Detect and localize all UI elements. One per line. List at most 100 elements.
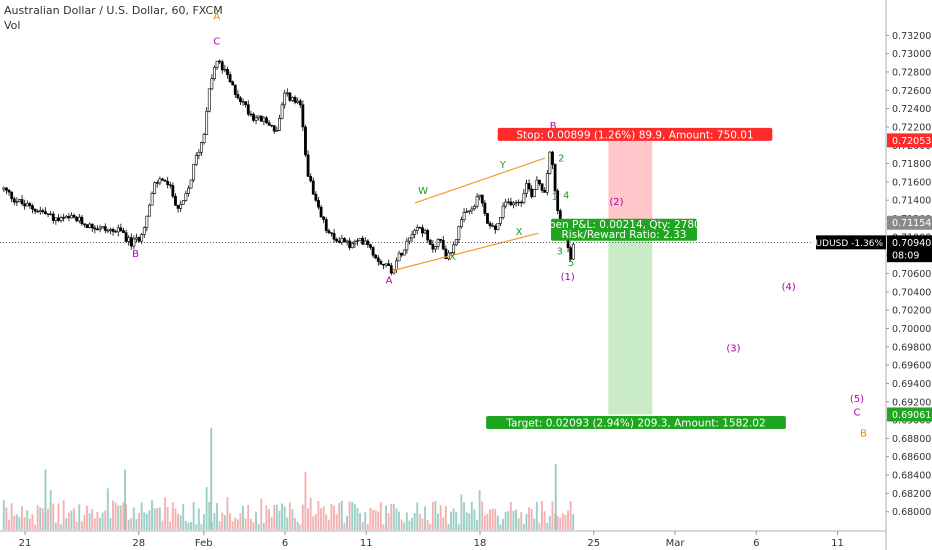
volume-bar xyxy=(278,510,281,530)
candle-body xyxy=(369,244,372,248)
candle-body xyxy=(90,223,94,229)
price-tag: 0.69061 xyxy=(892,410,931,421)
volume-bar xyxy=(283,506,286,530)
candle-body xyxy=(499,217,502,224)
volume-bar xyxy=(455,512,458,530)
candle-body xyxy=(556,190,560,211)
volume-bar xyxy=(244,518,247,530)
symbol-change-tag-bg xyxy=(816,235,886,250)
volume-bar xyxy=(314,514,317,530)
candle-body xyxy=(543,190,547,193)
volume-bar xyxy=(421,518,424,530)
volume-bar xyxy=(5,507,8,530)
candle-body xyxy=(280,104,284,119)
volume-bar xyxy=(559,517,562,530)
volume-bar xyxy=(405,512,408,530)
candle-body xyxy=(486,213,489,224)
volume-bar xyxy=(551,501,554,530)
chart-title[interactable]: Australian Dollar / U.S. Dollar, 60, FXC… xyxy=(4,4,223,17)
candle-body xyxy=(28,203,32,207)
candle-body xyxy=(496,223,500,230)
volume-bar xyxy=(483,515,486,530)
volume-bar xyxy=(171,502,174,530)
candle-body xyxy=(241,101,245,103)
candle-body xyxy=(168,184,172,186)
candle-body xyxy=(488,223,492,226)
candle-body xyxy=(525,183,528,194)
volume-bar xyxy=(418,514,421,530)
position-labels: Stop: 0.00899 (1.26%) 89.9, Amount: 750.… xyxy=(486,127,786,429)
volume-bar xyxy=(517,518,520,530)
volume-bar xyxy=(556,515,559,530)
volume-bar xyxy=(166,506,169,530)
volume-bar xyxy=(296,521,299,530)
volume-bar xyxy=(236,519,239,530)
volume-bar xyxy=(499,524,502,530)
volume-bar xyxy=(538,522,541,530)
volume-bar xyxy=(281,503,283,530)
volume-bar xyxy=(522,523,525,530)
volume-bar xyxy=(75,521,78,530)
target-label-bg xyxy=(486,415,786,429)
volume-bar xyxy=(49,490,52,530)
candle-body xyxy=(462,212,466,220)
volume-bar xyxy=(117,505,120,530)
stop-zone xyxy=(608,140,653,223)
wave-label: 5 xyxy=(568,258,574,269)
candle-body xyxy=(460,219,463,228)
wave-label: 2 xyxy=(558,154,564,165)
volume-bar xyxy=(348,501,351,530)
volume-bar xyxy=(101,512,104,530)
volume-bar xyxy=(260,498,263,530)
candle-body xyxy=(127,237,131,242)
volume-bar xyxy=(299,524,302,530)
time-tick-label: 6 xyxy=(282,538,288,549)
candle-body xyxy=(423,230,427,234)
volume-bar xyxy=(221,512,224,530)
time-tick-label: Feb xyxy=(195,538,213,549)
volume-bar xyxy=(335,514,338,530)
candle-body xyxy=(207,88,211,112)
wave-label: X xyxy=(516,227,523,238)
price-tick-label: 0.72400 xyxy=(892,104,931,115)
volume-bar xyxy=(528,507,530,530)
volume-bar xyxy=(234,517,237,530)
candle-body xyxy=(530,188,534,198)
candle-body xyxy=(103,226,107,231)
volume-bar xyxy=(572,513,575,530)
candle-body xyxy=(83,223,86,225)
volume-bar xyxy=(153,508,156,530)
volume-bar xyxy=(73,507,75,530)
volume-bar xyxy=(44,469,47,530)
wave-label: (4) xyxy=(782,282,796,293)
candle-body xyxy=(262,117,266,122)
candle-body xyxy=(101,226,105,229)
volume-bar xyxy=(546,522,549,530)
candle-body xyxy=(509,201,513,206)
candle-body xyxy=(444,248,448,259)
candle-body xyxy=(356,240,359,242)
volume-bar xyxy=(437,513,439,530)
candles xyxy=(2,59,575,276)
volume-bar xyxy=(156,508,159,530)
candle-body xyxy=(434,246,437,250)
volume-bar xyxy=(382,524,385,530)
price-tag-bg xyxy=(887,407,932,422)
candle-body xyxy=(166,181,170,185)
wave-label: (3) xyxy=(726,343,740,354)
candle-body xyxy=(504,201,508,207)
volume-bar xyxy=(249,518,252,530)
candle-body xyxy=(249,113,253,116)
volume-bar xyxy=(515,509,517,530)
volume-bar xyxy=(470,501,473,530)
volume-bar xyxy=(543,511,546,530)
candle-body xyxy=(197,152,201,156)
candle-body xyxy=(314,193,318,201)
candle-body xyxy=(389,265,393,274)
candle-body xyxy=(75,216,79,222)
volume-indicator-label[interactable]: Vol xyxy=(4,19,21,32)
volume-bar xyxy=(223,515,226,530)
candle-body xyxy=(171,185,175,197)
price-tag-bg xyxy=(887,133,932,148)
